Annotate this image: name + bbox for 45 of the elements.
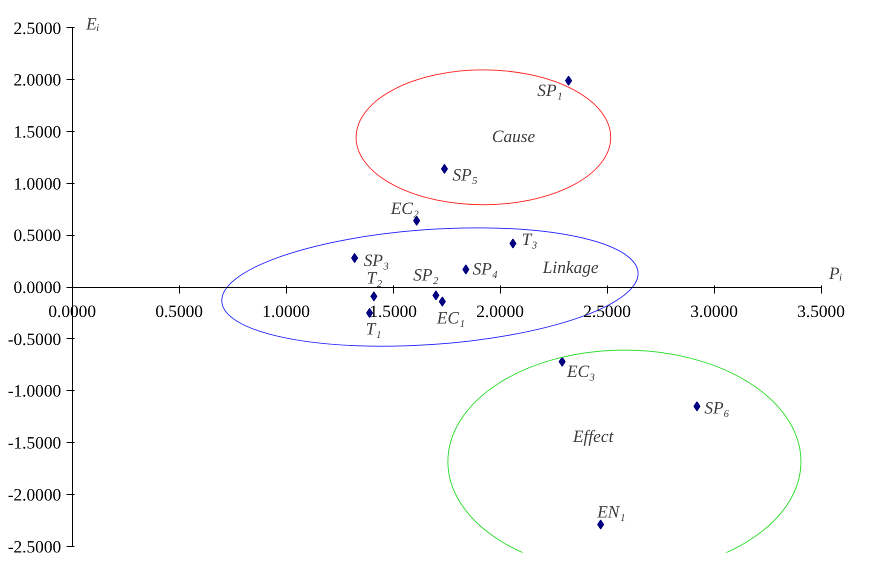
point (693, 401, 700, 412)
point (440, 164, 448, 174)
point (351, 253, 358, 264)
annotation: Linkage (542, 258, 599, 277)
point (370, 291, 378, 302)
x-tick-label: 3.0000 (690, 302, 738, 322)
y-tick-label: 2.5000 (14, 18, 62, 38)
x-tick-label: 0.5000 (155, 302, 203, 322)
annotation: SP₆ (704, 398, 730, 418)
y-tick-label: -2.0000 (8, 485, 62, 504)
annotation: T₃ (522, 230, 538, 249)
x-tick-label: 3.5000 (797, 302, 845, 322)
annotation: SP₃ (364, 250, 390, 270)
annotation: T₂ (366, 268, 382, 288)
y-tick-label: 1.5000 (14, 122, 62, 142)
y-axis-title: Eᵢ (85, 14, 100, 34)
x-tick-label: 1.5000 (369, 302, 417, 322)
y-tick-label: -0.5000 (8, 330, 62, 349)
annotation: SP₂ (413, 265, 439, 284)
point (509, 238, 516, 249)
annotation: SP₁ (537, 81, 563, 100)
y-tick-label: 2.0000 (14, 70, 62, 90)
x-tick-label: 1.0000 (262, 302, 310, 322)
point (432, 290, 440, 300)
annotation: SP₅ (452, 166, 478, 185)
annotation: EC₂ (390, 199, 419, 218)
x-axis-title: Pᵢ (828, 264, 843, 284)
point (438, 296, 446, 307)
annotation: EC₁ (436, 308, 466, 328)
y-tick-label: -1.5000 (8, 434, 62, 453)
annotation: SP₄ (472, 260, 498, 279)
annotation: Cause (492, 126, 536, 146)
y-tick-label: 0.0000 (14, 278, 62, 298)
x-tick-label: 2.0000 (476, 302, 524, 322)
y-tick-label: -1.0000 (8, 382, 62, 401)
annotation: Effect (572, 426, 615, 446)
annotation: T₁ (366, 319, 382, 338)
annotation: EN₁ (596, 502, 626, 522)
point (558, 356, 566, 367)
y-tick-label: -2.5000 (8, 537, 62, 556)
annotation: EC₃ (566, 362, 596, 381)
y-tick-label: 1.0000 (14, 174, 62, 194)
point (462, 264, 470, 274)
point (565, 76, 572, 86)
y-tick-label: 0.5000 (14, 226, 62, 246)
